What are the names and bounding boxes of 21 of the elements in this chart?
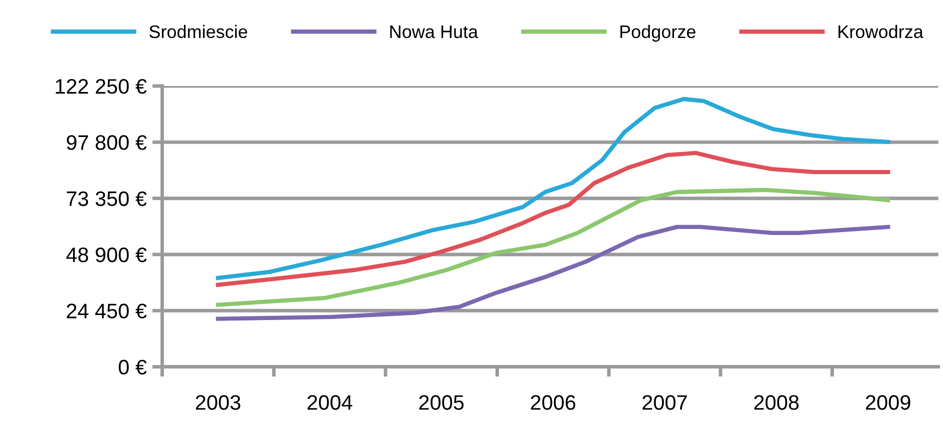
line-series (216, 96, 890, 280)
legend-label: Srodmiescie (149, 24, 248, 38)
legend-label: Nowa Huta (390, 26, 478, 38)
y-tick-label: 73 350 € (66, 191, 147, 206)
line-series (216, 224, 890, 321)
x-tick-label: 2005 (419, 395, 464, 410)
x-tick-label: 2008 (754, 395, 799, 410)
x-tick-label: 2004 (308, 395, 352, 410)
x-tick-label: 2009 (866, 395, 910, 410)
legend-label: Krowodrza (838, 24, 924, 38)
x-tick-label: 2003 (196, 395, 240, 410)
y-tick-label: 0 € (118, 360, 147, 375)
line-series (216, 188, 890, 307)
legend-label: Podgorze (620, 24, 696, 42)
y-tick-label: 48 900 € (66, 247, 147, 262)
x-tick-label: 2006 (530, 395, 576, 410)
x-tick-label: 2007 (642, 395, 687, 410)
line-series (216, 150, 890, 287)
y-tick-label: 122 250 € (56, 79, 147, 94)
y-tick-label: 24 450 € (66, 304, 147, 318)
y-tick-label: 97 800 € (66, 135, 147, 150)
